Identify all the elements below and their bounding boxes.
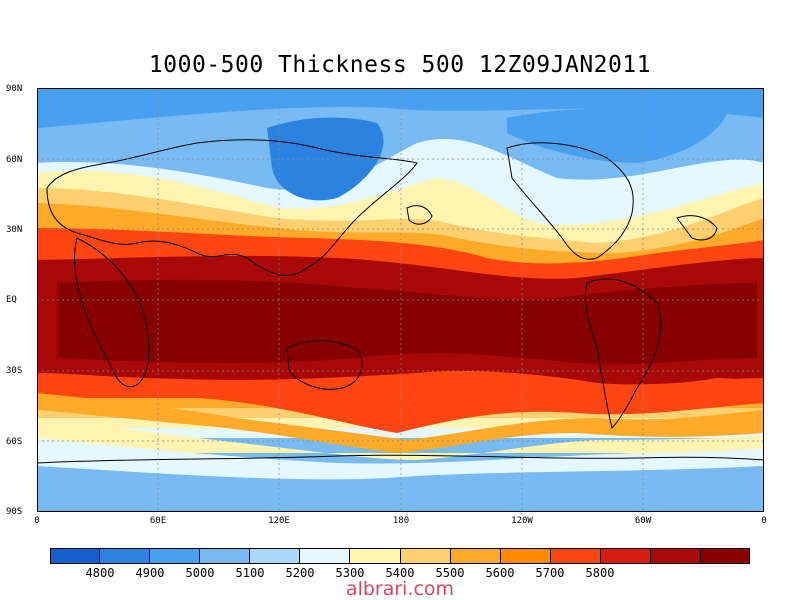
lon-label-60w: 60W: [634, 516, 652, 526]
colorbar-label: 5200: [285, 566, 315, 580]
colorbar-label: 5700: [535, 566, 565, 580]
lat-label-30s: 30S: [6, 366, 23, 376]
lat-label-60s: 60S: [6, 437, 23, 447]
colorbar-swatch: [300, 548, 351, 564]
lon-label-60e: 60E: [149, 516, 167, 526]
grid-lines: [37, 88, 764, 512]
lat-label-eq: EQ: [6, 295, 17, 305]
colorbar-label: 5300: [335, 566, 365, 580]
cold-pool-siberia: [267, 117, 384, 201]
thickness-map: [37, 88, 764, 512]
colorbar-label: 5100: [235, 566, 265, 580]
coastlines: [37, 139, 764, 464]
lat-label-30n: 30N: [6, 225, 23, 235]
colorbar: [50, 548, 751, 564]
colorbar-swatch: [650, 548, 702, 564]
lat-label-60n: 60N: [6, 155, 23, 165]
colorbar-label: 5400: [385, 566, 415, 580]
colorbar-swatch: [550, 548, 601, 564]
colorbar-swatch: [200, 548, 251, 564]
lon-label-180: 180: [392, 516, 410, 526]
colorbar-swatch: [100, 548, 151, 564]
colorbar-swatch: [150, 548, 201, 564]
lon-label-120w: 120W: [511, 516, 533, 526]
lon-label-120e: 120E: [268, 516, 290, 526]
colorbar-label: 5800: [585, 566, 615, 580]
lon-label-0-right: 0: [761, 516, 767, 526]
map-title: 1000-500 Thickness 500 12Z09JAN2011: [148, 52, 652, 78]
colorbar-swatch: [350, 548, 401, 564]
cold-pool-canada: [507, 107, 727, 163]
band-tropics-core: [57, 279, 757, 365]
colorbar-label: 5000: [185, 566, 215, 580]
colorbar-swatch: [450, 548, 501, 564]
map-frame: [37, 88, 764, 512]
colorbar-label: 5600: [485, 566, 515, 580]
lat-label-90s: 90S: [6, 507, 23, 517]
colorbar-label: 4900: [135, 566, 165, 580]
lat-label-90n: 90N: [6, 84, 23, 94]
colorbar-swatch: [400, 548, 451, 564]
band-south-orange: [37, 393, 764, 453]
band-south-red: [37, 372, 764, 433]
colorbar-label: 5500: [435, 566, 465, 580]
colorbar-swatch: [250, 548, 301, 564]
band-south-yellow: [37, 418, 764, 460]
watermark: albrari.com: [345, 578, 455, 600]
colorbar-swatch: [50, 548, 101, 564]
colorbar-swatch: [600, 548, 651, 564]
colorbar-label: 4800: [85, 566, 115, 580]
colorbar-swatch: [701, 548, 751, 564]
band-south-pale: [37, 438, 764, 480]
map-area: [37, 88, 764, 512]
lon-label-0-left: 0: [34, 516, 40, 526]
colorbar-swatch: [500, 548, 551, 564]
